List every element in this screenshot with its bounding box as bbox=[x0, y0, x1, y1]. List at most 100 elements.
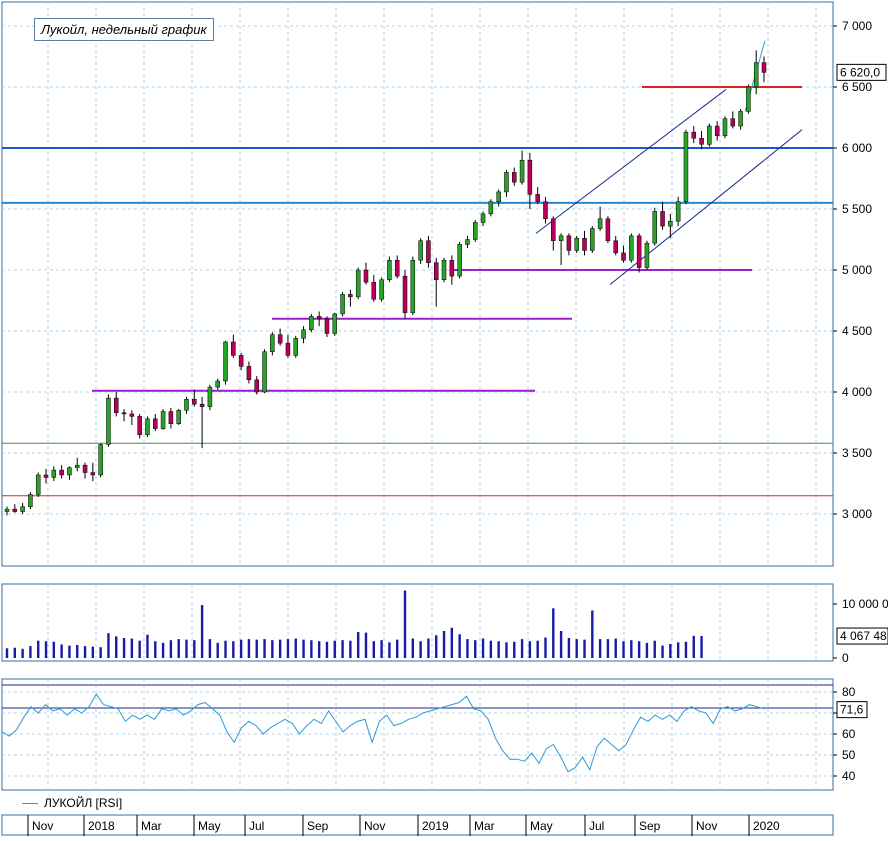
volume-bar bbox=[208, 639, 212, 658]
volume-bar bbox=[505, 642, 508, 658]
candle-body bbox=[363, 269, 369, 283]
volume-bar bbox=[177, 639, 180, 658]
candle-body bbox=[730, 118, 736, 127]
candle-body bbox=[590, 228, 595, 251]
candle-body bbox=[153, 418, 158, 429]
x-axis-label: Jul bbox=[249, 819, 264, 833]
volume-bar bbox=[99, 647, 102, 658]
volume-bar bbox=[614, 638, 617, 658]
volume-bar bbox=[185, 639, 188, 658]
volume-bar bbox=[645, 642, 649, 658]
volume-bar bbox=[247, 639, 251, 658]
volume-bar bbox=[349, 640, 352, 658]
candle-body bbox=[379, 279, 384, 300]
price-tick-label: 4 500 bbox=[842, 324, 872, 338]
x-axis-label: Jul bbox=[589, 819, 604, 833]
rsi-tick-label: 80 bbox=[842, 685, 856, 699]
candle-body bbox=[270, 334, 275, 352]
volume-bar bbox=[68, 645, 71, 658]
volume-bar bbox=[122, 638, 126, 658]
volume-bar bbox=[630, 640, 633, 658]
candle-body bbox=[636, 235, 642, 268]
candle-body bbox=[457, 244, 462, 277]
last-price-label: 6 620,0 bbox=[840, 65, 880, 79]
candle-body bbox=[668, 220, 673, 227]
volume-bar bbox=[60, 644, 63, 658]
candle-body bbox=[51, 469, 57, 478]
candle-body bbox=[332, 313, 338, 334]
volume-bar bbox=[271, 640, 274, 658]
candle-body bbox=[480, 213, 486, 223]
volume-bar bbox=[37, 640, 40, 658]
last-volume-box bbox=[836, 627, 888, 645]
candle-body bbox=[707, 125, 712, 145]
candle-body bbox=[137, 416, 142, 435]
volume-bar bbox=[21, 648, 24, 658]
volume-bar bbox=[161, 642, 165, 658]
volume-bar bbox=[232, 641, 235, 658]
x-axis-label: Nov bbox=[32, 819, 53, 833]
candle-body bbox=[746, 86, 751, 112]
candle-body bbox=[527, 159, 533, 195]
volume-bar bbox=[622, 641, 625, 658]
candle-body bbox=[254, 379, 259, 393]
candle-body bbox=[43, 474, 49, 478]
volume-bar bbox=[239, 639, 243, 658]
rsi-line bbox=[1, 693, 765, 773]
rsi-legend: ЛУКОЙЛ [RSI] bbox=[22, 796, 122, 810]
candle-body bbox=[519, 159, 525, 183]
volume-bar bbox=[544, 637, 547, 658]
candle-body bbox=[231, 341, 236, 356]
volume-bar bbox=[536, 640, 539, 658]
last-rsi-label: 71,6 bbox=[840, 703, 864, 717]
volume-bar bbox=[224, 640, 227, 658]
volume-bar bbox=[528, 641, 532, 658]
candle-body bbox=[340, 294, 345, 315]
candle-body bbox=[246, 366, 252, 381]
candle-body bbox=[387, 259, 392, 281]
volume-bar bbox=[474, 640, 477, 658]
x-axis-label: May bbox=[198, 819, 221, 833]
volume-bar bbox=[458, 634, 461, 658]
volume-bar bbox=[310, 640, 313, 658]
volume-bar bbox=[115, 636, 118, 658]
candle-body bbox=[28, 494, 33, 507]
candle-body bbox=[738, 111, 743, 127]
candle-body bbox=[355, 269, 361, 298]
volume-bar bbox=[489, 640, 493, 658]
candle-body bbox=[418, 240, 423, 261]
candle-body bbox=[504, 172, 509, 193]
volume-bar bbox=[154, 641, 157, 658]
volume-bar bbox=[653, 640, 656, 658]
volume-bar bbox=[450, 627, 454, 658]
candle-body bbox=[199, 403, 205, 407]
volume-bar bbox=[411, 638, 415, 658]
volume-bar bbox=[286, 639, 290, 658]
candle-body bbox=[558, 235, 564, 241]
rsi-legend-swatch bbox=[22, 803, 38, 805]
volume-bar bbox=[388, 642, 391, 658]
volume-bar bbox=[91, 646, 95, 658]
x-axis-label: Mar bbox=[474, 819, 495, 833]
volume-bar bbox=[325, 641, 329, 658]
volume-bar bbox=[146, 634, 149, 658]
candle-body bbox=[472, 222, 478, 240]
x-axis-label: May bbox=[530, 819, 553, 833]
candle-body bbox=[285, 342, 291, 356]
volume-tick-label: 0 bbox=[842, 651, 849, 665]
volume-bar bbox=[700, 636, 703, 658]
volume-bar bbox=[356, 632, 360, 658]
candle-body bbox=[192, 399, 197, 405]
volume-bar bbox=[497, 641, 500, 658]
candle-body bbox=[98, 444, 103, 476]
volume-bar bbox=[193, 640, 196, 658]
x-axis-label: Sep bbox=[639, 819, 661, 833]
candle-body bbox=[683, 131, 689, 202]
volume-bar bbox=[684, 641, 688, 658]
candle-body bbox=[410, 259, 416, 313]
candle-body bbox=[74, 464, 80, 468]
price-panel-frame bbox=[1, 1, 834, 567]
candle-body bbox=[262, 351, 267, 393]
price-tick-label: 3 000 bbox=[842, 507, 872, 521]
volume-bar bbox=[302, 639, 305, 658]
